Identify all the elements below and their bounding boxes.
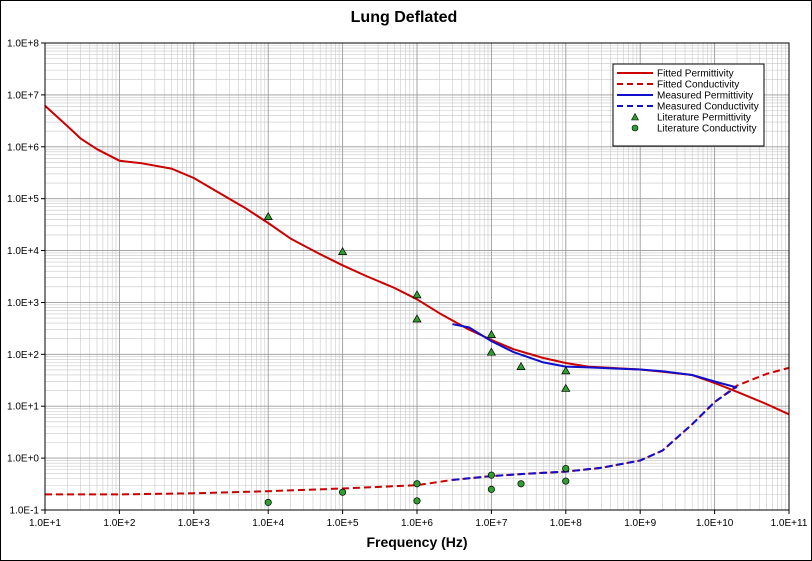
y-tick-label: 1.0E+3 bbox=[7, 298, 39, 309]
x-tick-label: 1.0E+2 bbox=[103, 518, 135, 529]
literature-permittivity-point bbox=[263, 211, 273, 221]
y-tick-label: 1.0E+7 bbox=[7, 90, 39, 101]
legend-swatch-literature-permittivity bbox=[630, 112, 640, 121]
x-axis-ticks: 1.0E+1 1.0E+2 1.0E+3 1.0E+4 1.0E+5 1.0E+6 1.0E… bbox=[29, 510, 808, 529]
y-tick-label: 1.0E+8 bbox=[7, 39, 39, 50]
literature-permittivity-point bbox=[516, 361, 526, 370]
y-tick-label: 1.0E+4 bbox=[7, 246, 39, 257]
y-axis-ticks: 1.0E-1 1.0E+0 1.0E+1 1.0E+2 1.0E+3 1.0E+4 1.0E… bbox=[7, 39, 45, 517]
literature-conductivity-point bbox=[517, 480, 525, 488]
y-tick-label: 1.0E-1 bbox=[10, 506, 40, 517]
legend-label-measured-conductivity: Measured Conductivity bbox=[657, 102, 759, 113]
x-tick-label: 1.0E+5 bbox=[327, 518, 359, 529]
x-tick-label: 1.0E+9 bbox=[624, 518, 656, 529]
x-tick-label: 1.0E+1 bbox=[29, 518, 61, 529]
literature-conductivity-point bbox=[413, 497, 421, 505]
literature-conductivity-point bbox=[487, 471, 495, 479]
legend-label-literature-conductivity: Literature Conductivity bbox=[657, 124, 757, 135]
y-tick-label: 1.0E+2 bbox=[7, 350, 39, 361]
legend-label-fitted-conductivity: Fitted Conductivity bbox=[657, 80, 739, 91]
measured-conductivity-line bbox=[452, 385, 738, 481]
literature-permittivity-point bbox=[412, 314, 422, 323]
y-tick-label: 1.0E+6 bbox=[7, 142, 39, 153]
measured-permittivity-line bbox=[452, 323, 738, 389]
literature-conductivity-point bbox=[339, 488, 347, 496]
grid-lines bbox=[44, 42, 790, 511]
literature-permittivity-point bbox=[486, 329, 497, 338]
literature-conductivity-point bbox=[487, 485, 495, 493]
literature-permittivity-point bbox=[561, 383, 571, 392]
x-tick-label: 1.0E+7 bbox=[475, 518, 507, 529]
legend-label-measured-permittivity: Measured Permittivity bbox=[657, 91, 753, 102]
literature-permittivity-point bbox=[337, 247, 348, 256]
x-tick-label: 1.0E+8 bbox=[550, 518, 582, 529]
x-tick-label: 1.0E+11 bbox=[771, 518, 808, 529]
literature-conductivity-point bbox=[562, 477, 570, 485]
legend-label-literature-permittivity: Literature Permittivity bbox=[657, 113, 751, 124]
x-tick-label: 1.0E+3 bbox=[178, 518, 210, 529]
literature-conductivity-point bbox=[413, 480, 421, 488]
chart-title: Lung Deflated bbox=[351, 9, 458, 26]
y-tick-label: 1.0E+0 bbox=[7, 454, 39, 465]
y-tick-label: 1.0E+5 bbox=[7, 194, 39, 205]
literature-conductivity-point bbox=[264, 498, 272, 506]
legend-label-fitted-permittivity: Fitted Permittivity bbox=[657, 69, 734, 80]
x-tick-label: 1.0E+4 bbox=[252, 518, 284, 529]
legend-swatch-literature-conductivity bbox=[631, 124, 639, 132]
literature-permittivity-point bbox=[486, 347, 497, 356]
y-tick-label: 1.0E+1 bbox=[7, 402, 39, 413]
literature-permittivity-point bbox=[561, 366, 571, 375]
x-tick-label: 1.0E+6 bbox=[401, 518, 433, 529]
series-layer bbox=[44, 104, 790, 506]
x-tick-label: 1.0E+10 bbox=[696, 518, 734, 529]
x-axis-label: Frequency (Hz) bbox=[366, 534, 467, 550]
literature-permittivity-point bbox=[412, 290, 422, 299]
literature-conductivity-point bbox=[562, 464, 570, 473]
